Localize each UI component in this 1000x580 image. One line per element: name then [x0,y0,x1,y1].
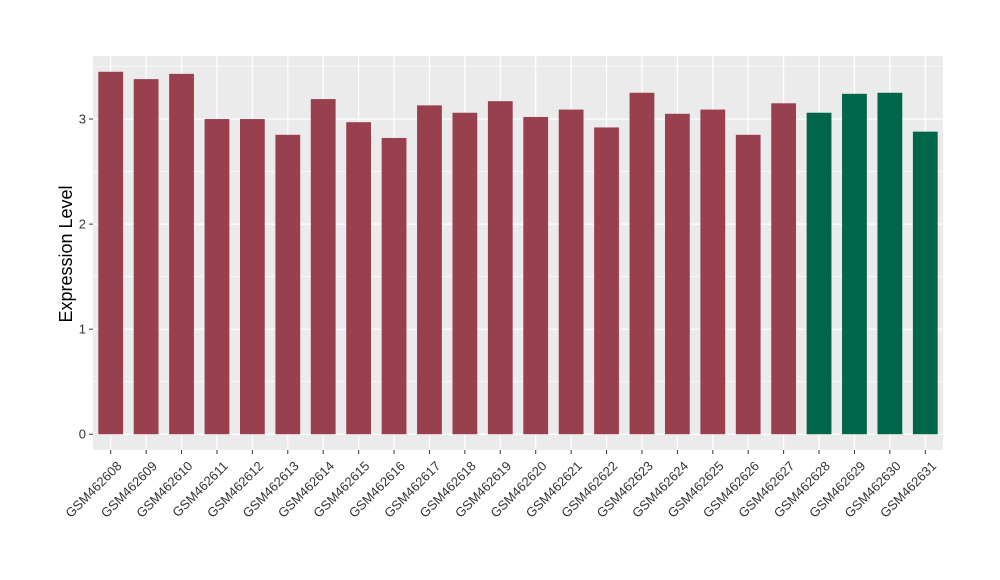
bar-GSM462627 [771,103,797,435]
bar-GSM462622 [594,127,619,435]
bar-GSM462629 [842,93,867,435]
x-axis: GSM462608GSM462609GSM462610GSM462611GSM4… [62,450,939,521]
y-tick-label: 0 [79,427,86,442]
bar-GSM462631 [912,131,938,435]
grid-minor [93,66,943,383]
bars [98,71,938,435]
bar-GSM462608 [98,71,124,435]
y-tick-label: 2 [79,217,86,232]
y-tick-label: 3 [79,112,86,127]
bar-GSM462615 [346,122,372,435]
bar-GSM462618 [452,112,478,435]
bar-GSM462625 [700,109,726,435]
bar-GSM462613 [275,134,301,435]
bar-GSM462620 [523,116,549,435]
bar-GSM462617 [417,105,442,435]
y-axis-title: Expression Level [56,185,76,322]
bar-GSM462614 [310,99,336,435]
bar-GSM462624 [664,113,690,435]
bar-GSM462612 [239,119,265,435]
bar-GSM462630 [877,92,903,435]
plot-panel [93,56,943,450]
y-tick-label: 1 [79,322,86,337]
y-axis: 0 1 2 3 [79,112,93,442]
bar-GSM462628 [806,112,832,435]
bar-GSM462609 [133,79,159,435]
bar-GSM462626 [735,134,761,435]
bar-GSM462619 [487,101,513,435]
bar-GSM462610 [169,73,194,435]
bar-GSM462623 [629,92,655,435]
bar-GSM462621 [558,109,584,435]
bar-GSM462611 [204,119,230,435]
bar-GSM462616 [381,137,407,435]
